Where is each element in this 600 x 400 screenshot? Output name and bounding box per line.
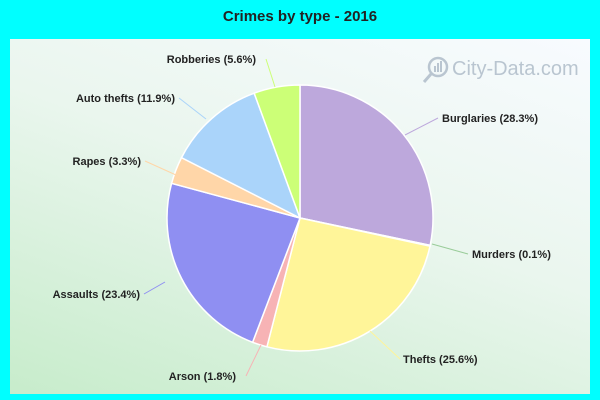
slice-label-rapes: Rapes (3.3%) xyxy=(73,156,142,168)
slice-label-auto-thefts: Auto thefts (11.9%) xyxy=(76,93,175,105)
magnifier-icon xyxy=(422,56,449,83)
leader-line-murders xyxy=(431,243,469,255)
pie-slice-burglaries xyxy=(299,84,434,247)
chart-title: Crimes by type - 2016 xyxy=(222,8,378,25)
pie-slices xyxy=(166,84,434,352)
leader-line-thefts xyxy=(369,330,401,360)
pie-chart: City-Data.com Burglaries (28.3%) Murders … xyxy=(53,54,579,383)
slice-label-assaults: Assaults (23.4%) xyxy=(53,289,141,301)
leader-line-auto-thefts xyxy=(178,97,207,120)
leader-line-burglaries xyxy=(404,117,439,136)
pie-slice-robberies xyxy=(253,84,301,219)
leader-line-robberies xyxy=(265,58,276,88)
slice-label-thefts: Thefts (25.6%) xyxy=(403,354,478,366)
leader-line-rapes xyxy=(144,160,177,176)
leader-line-assaults xyxy=(143,281,166,295)
slice-label-murders: Murders (0.1%) xyxy=(472,249,551,261)
pie-slice-auto-thefts xyxy=(180,92,302,220)
slice-labels: Burglaries (28.3%) Murders (0.1%) Thefts (… xyxy=(53,54,552,383)
slice-label-arson: Arson (1.8%) xyxy=(169,371,237,383)
watermark-text: City-Data.com xyxy=(452,58,579,80)
leader-line-arson xyxy=(245,344,262,377)
pie-slice-thefts xyxy=(266,217,431,352)
leader-lines xyxy=(143,58,469,377)
pie-slice-assaults xyxy=(166,182,301,344)
slice-label-robberies: Robberies (5.6%) xyxy=(167,54,257,66)
watermark: City-Data.com xyxy=(422,56,579,83)
slice-label-burglaries: Burglaries (28.3%) xyxy=(442,113,538,125)
chart-panel: City-Data.com Burglaries (28.3%) Murders … xyxy=(10,39,590,394)
